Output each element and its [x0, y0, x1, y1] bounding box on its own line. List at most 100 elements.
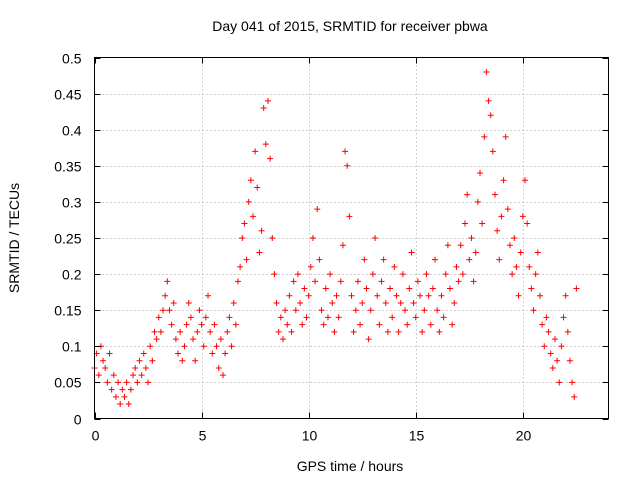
- data-point: [346, 213, 353, 220]
- data-point: [115, 379, 122, 386]
- data-points: [91, 68, 580, 408]
- data-point: [228, 343, 235, 350]
- data-point: [404, 321, 411, 328]
- data-point: [130, 372, 137, 379]
- y-tick-label: 0.35: [54, 159, 81, 175]
- data-point: [526, 263, 533, 270]
- data-point: [481, 133, 488, 140]
- data-point: [331, 328, 338, 335]
- data-point: [397, 299, 404, 306]
- data-point: [436, 328, 443, 335]
- data-point: [162, 292, 169, 299]
- data-point: [363, 285, 370, 292]
- data-point: [155, 314, 162, 321]
- data-point: [543, 314, 550, 321]
- x-axis-label: GPS time / hours: [297, 458, 404, 474]
- x-tick-label: 15: [409, 428, 425, 444]
- data-point: [402, 307, 409, 314]
- data-point: [348, 292, 355, 299]
- data-point: [571, 393, 578, 400]
- data-point: [464, 191, 471, 198]
- data-point: [419, 328, 426, 335]
- data-point: [479, 220, 486, 227]
- data-point: [254, 184, 261, 191]
- data-point: [307, 263, 314, 270]
- data-point: [453, 263, 460, 270]
- data-point: [160, 307, 167, 314]
- data-point: [232, 321, 239, 328]
- data-point: [327, 271, 334, 278]
- data-point: [243, 256, 250, 263]
- data-point: [556, 379, 563, 386]
- data-point: [429, 285, 436, 292]
- data-point: [442, 271, 449, 278]
- data-point: [292, 307, 299, 314]
- data-point: [290, 278, 297, 285]
- data-point: [157, 328, 164, 335]
- y-tick-label: 0: [74, 412, 82, 428]
- data-point: [477, 170, 483, 177]
- data-point: [539, 321, 546, 328]
- data-point: [153, 336, 160, 343]
- data-point: [303, 314, 310, 321]
- data-point: [352, 307, 359, 314]
- data-point: [359, 299, 366, 306]
- data-point: [399, 271, 406, 278]
- data-point: [200, 343, 207, 350]
- data-point: [389, 314, 396, 321]
- data-point: [112, 393, 119, 400]
- data-point: [444, 242, 451, 249]
- data-point: [432, 256, 439, 263]
- data-point: [198, 321, 205, 328]
- data-point: [264, 97, 271, 104]
- data-point: [277, 314, 284, 321]
- data-point: [498, 213, 505, 220]
- data-point: [217, 336, 224, 343]
- data-point: [573, 285, 580, 292]
- data-point: [269, 235, 276, 241]
- data-point: [260, 105, 267, 112]
- data-point: [382, 299, 389, 306]
- data-point: [500, 177, 507, 184]
- data-point: [209, 350, 216, 357]
- x-tick-label: 10: [302, 428, 318, 444]
- data-point: [528, 285, 535, 292]
- data-point: [196, 307, 203, 314]
- data-point: [294, 271, 301, 278]
- data-point: [282, 307, 289, 314]
- data-point: [474, 198, 481, 205]
- grid-lines: [94, 57, 609, 419]
- data-point: [457, 242, 464, 249]
- data-point: [275, 328, 282, 335]
- data-point: [483, 68, 490, 75]
- data-point: [532, 271, 539, 278]
- data-point: [249, 213, 256, 220]
- data-point: [427, 321, 434, 328]
- x-tick-label: 5: [199, 428, 207, 444]
- data-point: [489, 148, 496, 155]
- y-tick-label: 0.3: [62, 195, 82, 211]
- data-point: [487, 112, 494, 119]
- data-point: [491, 191, 498, 198]
- data-point: [316, 256, 323, 263]
- data-point: [339, 242, 346, 249]
- data-point: [329, 299, 336, 306]
- data-point: [421, 307, 428, 314]
- data-point: [309, 235, 316, 241]
- data-point: [297, 299, 304, 306]
- data-point: [562, 292, 569, 299]
- data-point: [245, 198, 252, 205]
- data-point: [372, 235, 379, 241]
- data-point: [213, 343, 220, 350]
- data-point: [519, 213, 526, 220]
- data-point: [337, 278, 344, 285]
- data-point: [284, 321, 291, 328]
- data-point: [395, 328, 402, 335]
- data-point: [168, 321, 175, 328]
- data-point: [177, 328, 184, 335]
- data-point: [104, 379, 111, 386]
- data-point: [335, 314, 342, 321]
- data-point: [549, 364, 556, 371]
- data-point: [365, 336, 372, 343]
- data-point: [320, 321, 327, 328]
